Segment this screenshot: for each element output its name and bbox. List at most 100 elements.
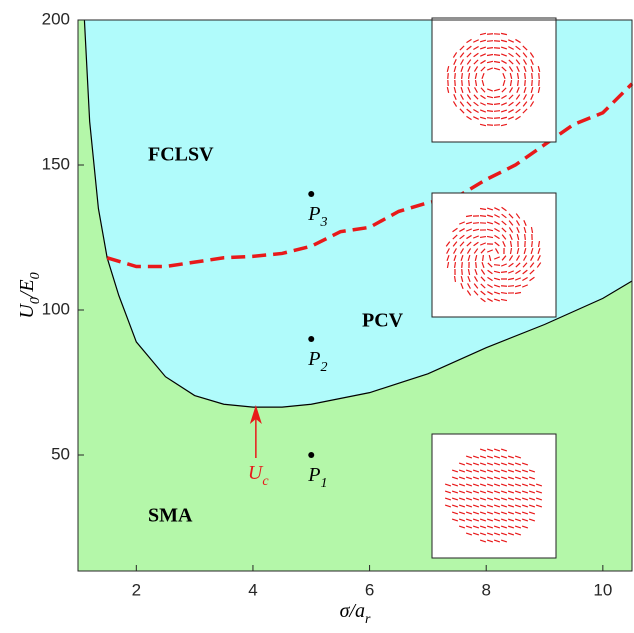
spin xyxy=(514,455,522,459)
spin xyxy=(451,518,459,522)
spin xyxy=(515,115,521,121)
inset xyxy=(431,192,557,318)
spin xyxy=(529,101,535,107)
spin xyxy=(521,284,529,288)
spin xyxy=(472,504,480,508)
spin xyxy=(452,241,458,247)
spin xyxy=(453,65,457,73)
spin xyxy=(500,469,508,473)
spin xyxy=(502,241,506,247)
spin xyxy=(515,213,521,219)
spin xyxy=(528,483,536,487)
spin xyxy=(452,101,458,107)
spin xyxy=(465,455,473,459)
spin xyxy=(487,276,493,282)
spin xyxy=(501,213,507,219)
spin xyxy=(514,284,522,288)
spin xyxy=(493,110,501,112)
spin xyxy=(458,518,466,522)
spin xyxy=(459,45,465,51)
spin xyxy=(467,254,471,262)
spin xyxy=(458,504,466,508)
spin xyxy=(508,87,514,93)
spin xyxy=(452,234,458,240)
spin xyxy=(451,504,459,508)
spin xyxy=(473,283,479,289)
spin xyxy=(530,247,534,255)
y-tick-label: 150 xyxy=(42,154,70,173)
spin xyxy=(486,511,494,515)
spin xyxy=(515,59,521,65)
spin xyxy=(516,227,520,233)
spin xyxy=(472,532,480,536)
spin xyxy=(494,241,500,247)
spin xyxy=(451,476,459,480)
spin xyxy=(501,94,507,100)
spin xyxy=(507,518,515,522)
spin xyxy=(444,504,452,508)
spin xyxy=(472,483,480,487)
spin xyxy=(486,40,494,42)
region-label: SMA xyxy=(148,505,193,527)
spin xyxy=(479,476,487,480)
spin xyxy=(460,86,464,94)
spin xyxy=(524,72,526,80)
spin xyxy=(452,227,458,233)
spin xyxy=(514,476,522,480)
spin xyxy=(522,269,528,275)
spin xyxy=(507,511,515,515)
spin xyxy=(516,72,520,80)
spin xyxy=(493,256,501,260)
spin xyxy=(500,298,508,302)
spin xyxy=(522,52,528,58)
spin xyxy=(500,32,508,36)
spin xyxy=(467,86,471,94)
spin xyxy=(451,497,459,501)
spin xyxy=(521,497,529,501)
spin xyxy=(537,240,541,248)
spin xyxy=(481,79,485,87)
spin xyxy=(486,483,494,487)
spin xyxy=(517,79,519,87)
spin xyxy=(453,254,457,262)
spin xyxy=(460,275,464,283)
spin xyxy=(500,532,508,536)
plot-frame xyxy=(77,19,633,572)
region-label: PCV xyxy=(362,310,404,332)
spin xyxy=(507,532,515,536)
point xyxy=(308,336,315,342)
spin xyxy=(514,291,522,295)
spin xyxy=(465,469,473,473)
spin xyxy=(501,60,507,64)
spin xyxy=(486,476,494,480)
spin xyxy=(509,240,513,248)
spin xyxy=(465,490,473,494)
spin xyxy=(500,46,508,50)
spin xyxy=(508,227,514,233)
inset xyxy=(431,433,557,559)
point-label-part: 3 xyxy=(319,215,327,230)
spin xyxy=(515,101,521,107)
x-tick-label: 10 xyxy=(593,580,612,599)
spin xyxy=(479,116,487,120)
spin xyxy=(479,462,487,466)
spin xyxy=(466,94,472,100)
spin xyxy=(472,462,480,466)
spin xyxy=(502,79,506,87)
spin xyxy=(479,207,487,211)
spin xyxy=(486,469,494,473)
spin xyxy=(466,38,472,44)
spin xyxy=(467,283,471,289)
spin xyxy=(493,67,501,71)
spin xyxy=(521,525,529,529)
spin xyxy=(530,86,534,94)
spin xyxy=(500,285,508,287)
spin xyxy=(472,490,480,494)
y-axis-label-part: 0 xyxy=(28,297,43,304)
spin xyxy=(461,261,463,269)
spin xyxy=(486,110,494,112)
spin xyxy=(486,214,494,218)
point-label-part: P xyxy=(307,203,320,225)
spin xyxy=(452,52,458,58)
spin xyxy=(493,532,501,536)
